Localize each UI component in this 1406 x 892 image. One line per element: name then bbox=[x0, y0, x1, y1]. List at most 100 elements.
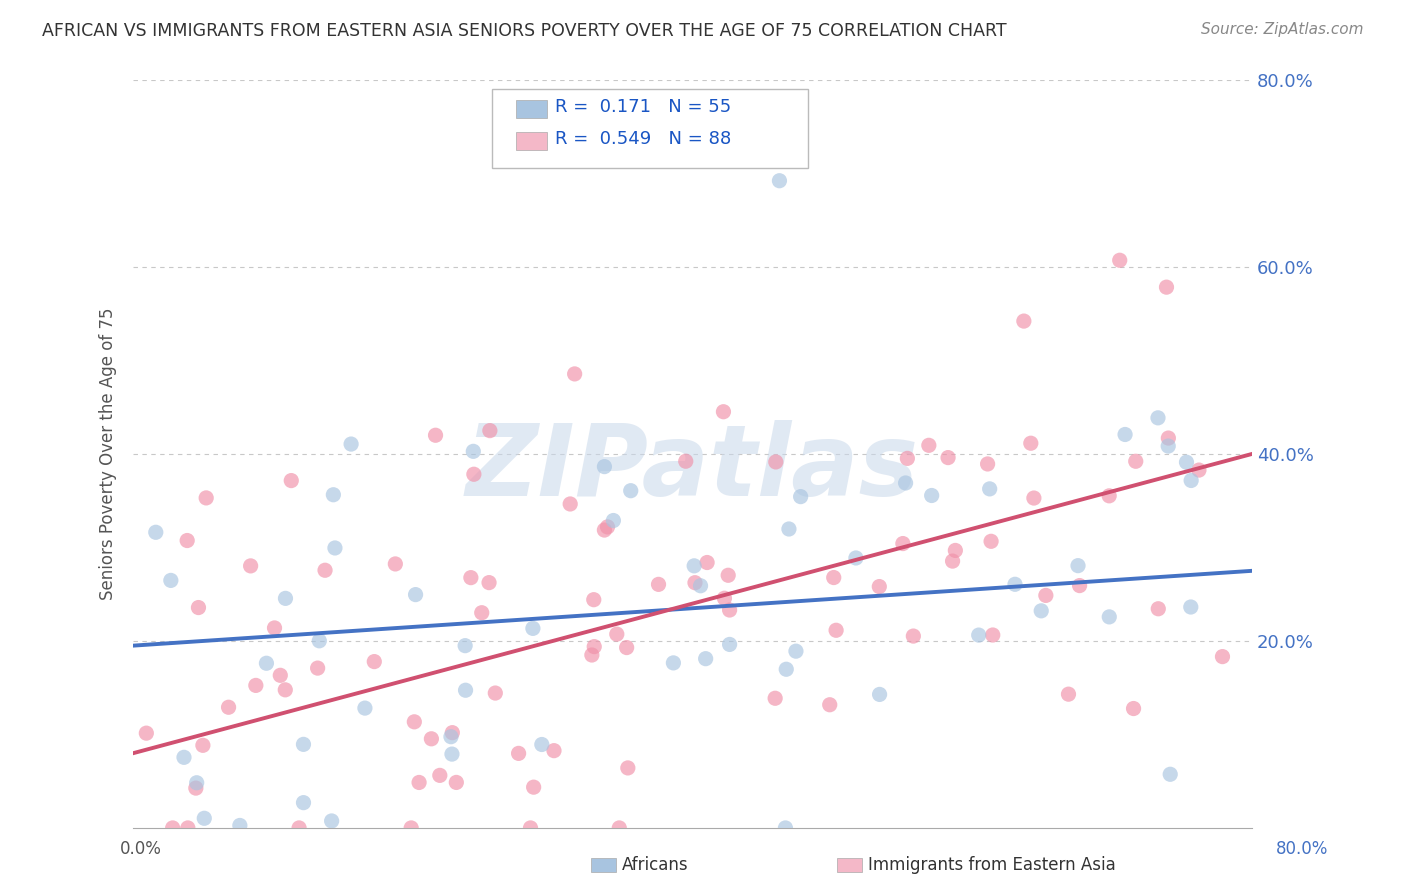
Point bbox=[399, 821, 422, 835]
Point bbox=[1180, 474, 1202, 488]
Point bbox=[404, 714, 426, 729]
Point bbox=[896, 451, 918, 466]
Point bbox=[936, 450, 959, 465]
Point bbox=[1147, 601, 1170, 615]
Point bbox=[440, 747, 463, 761]
Point bbox=[187, 600, 209, 615]
Point bbox=[718, 637, 741, 651]
Point bbox=[675, 454, 697, 468]
Point bbox=[596, 520, 619, 534]
Point bbox=[145, 525, 167, 540]
Point bbox=[229, 818, 252, 832]
Point bbox=[713, 591, 735, 606]
Point bbox=[894, 475, 917, 490]
Point bbox=[1004, 577, 1026, 591]
Text: 0.0%: 0.0% bbox=[120, 840, 162, 858]
Point bbox=[717, 568, 740, 582]
Text: Source: ZipAtlas.com: Source: ZipAtlas.com bbox=[1201, 22, 1364, 37]
Point bbox=[868, 580, 890, 594]
Point bbox=[288, 821, 311, 835]
Point bbox=[1156, 280, 1178, 294]
Point bbox=[1147, 410, 1170, 425]
Point bbox=[193, 811, 215, 825]
Text: Immigrants from Eastern Asia: Immigrants from Eastern Asia bbox=[868, 856, 1115, 874]
Point bbox=[942, 554, 965, 568]
Point bbox=[695, 651, 717, 665]
Point bbox=[354, 701, 377, 715]
Point bbox=[522, 621, 544, 635]
Point bbox=[845, 551, 868, 566]
Point bbox=[891, 536, 914, 550]
Point bbox=[789, 490, 811, 504]
Text: Africans: Africans bbox=[621, 856, 688, 874]
Point bbox=[1108, 253, 1130, 268]
Point bbox=[647, 577, 669, 591]
Point bbox=[662, 656, 685, 670]
Point bbox=[308, 633, 330, 648]
Point bbox=[478, 424, 501, 438]
Y-axis label: Seniors Poverty Over the Age of 75: Seniors Poverty Over the Age of 75 bbox=[100, 308, 117, 600]
Point bbox=[696, 556, 718, 570]
Point bbox=[1035, 588, 1057, 602]
Point bbox=[363, 655, 385, 669]
Point bbox=[218, 700, 240, 714]
Point bbox=[818, 698, 841, 712]
Point bbox=[718, 603, 741, 617]
Point bbox=[583, 640, 606, 654]
Point bbox=[981, 628, 1004, 642]
Point bbox=[463, 467, 485, 482]
Point bbox=[274, 682, 297, 697]
Point bbox=[1211, 649, 1233, 664]
Point bbox=[1188, 463, 1211, 477]
Point bbox=[976, 457, 998, 471]
Point bbox=[405, 588, 427, 602]
Point bbox=[384, 557, 406, 571]
Point bbox=[440, 730, 463, 744]
Point bbox=[903, 629, 925, 643]
Point bbox=[186, 776, 208, 790]
Point bbox=[292, 796, 315, 810]
Point bbox=[593, 523, 616, 537]
Point bbox=[980, 534, 1002, 549]
Point bbox=[1159, 767, 1181, 781]
Point bbox=[606, 627, 628, 641]
Point bbox=[768, 174, 790, 188]
Point bbox=[616, 640, 638, 655]
Point bbox=[408, 775, 430, 789]
Text: R =  0.171   N = 55: R = 0.171 N = 55 bbox=[555, 98, 731, 116]
Point bbox=[484, 686, 506, 700]
Point bbox=[160, 574, 183, 588]
Point bbox=[765, 455, 787, 469]
Point bbox=[460, 571, 482, 585]
Point bbox=[280, 474, 302, 488]
Point bbox=[1125, 454, 1147, 468]
Point bbox=[775, 662, 797, 676]
Point bbox=[1122, 701, 1144, 715]
Point bbox=[263, 621, 285, 635]
Point bbox=[454, 683, 477, 698]
Point bbox=[274, 591, 297, 606]
Point bbox=[454, 639, 477, 653]
Point bbox=[778, 522, 800, 536]
Point bbox=[1114, 427, 1136, 442]
Point bbox=[943, 543, 966, 558]
Point bbox=[429, 768, 451, 782]
Point bbox=[593, 459, 616, 474]
Point bbox=[1157, 439, 1180, 453]
Text: AFRICAN VS IMMIGRANTS FROM EASTERN ASIA SENIORS POVERTY OVER THE AGE OF 75 CORRE: AFRICAN VS IMMIGRANTS FROM EASTERN ASIA … bbox=[42, 22, 1007, 40]
Point bbox=[560, 497, 582, 511]
Point bbox=[508, 747, 530, 761]
Point bbox=[173, 750, 195, 764]
Point bbox=[239, 558, 262, 573]
Point bbox=[602, 514, 624, 528]
Point bbox=[1069, 578, 1091, 592]
Point bbox=[689, 579, 711, 593]
Point bbox=[340, 437, 363, 451]
Point bbox=[195, 491, 218, 505]
Point bbox=[184, 781, 207, 796]
Point bbox=[441, 725, 464, 739]
Point bbox=[967, 628, 990, 642]
Point bbox=[1175, 455, 1198, 469]
Point bbox=[177, 821, 200, 835]
Point bbox=[582, 592, 605, 607]
